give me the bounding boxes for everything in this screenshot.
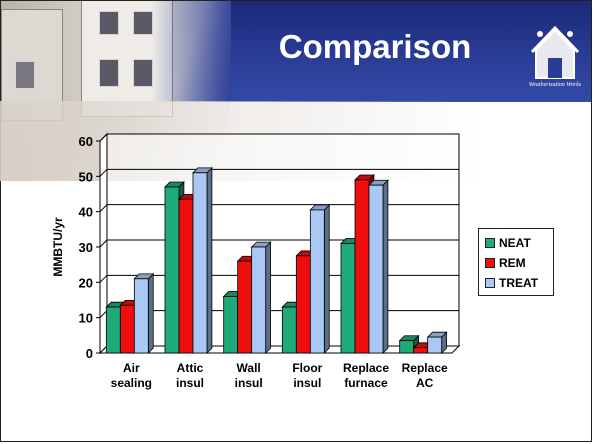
x-tick-label: Floor [292,361,322,375]
bar-neat [281,306,297,354]
legend-swatch [485,258,495,268]
x-tick-label: insul [293,376,321,390]
gridline [99,239,459,248]
x-tick-label: AC [416,376,434,390]
logo-caption: Weatherization Works [528,82,582,88]
legend-label: TREAT [499,276,539,290]
x-tick-label: Replace [402,361,448,375]
bar-side [382,179,389,354]
gridline [99,204,459,213]
x-tick-label: furnace [344,376,388,390]
bar-treat [309,209,325,354]
bar-side [323,204,330,354]
bar-rem [295,255,311,354]
y-tick-label: 10 [79,311,93,326]
bar-rem [237,260,253,354]
bar-neat [399,340,415,354]
x-tick-label: Replace [343,361,389,375]
bar-rem [354,179,370,354]
x-tick-label: Wall [237,361,261,375]
legend-item: TREAT [485,275,538,291]
legend-swatch [485,238,495,248]
x-tick-label: sealing [111,376,152,390]
bar-side [206,166,213,354]
x-tick-label: insul [176,376,204,390]
y-axis-label: MMBTU/yr [51,217,65,277]
legend-label: NEAT [499,236,531,250]
y-tick-label: 30 [79,240,93,255]
gridline [99,133,459,142]
y-tick-label: 60 [79,134,93,149]
bar-side [147,272,154,354]
x-tick-label: insul [235,376,263,390]
house-logo-icon [530,25,580,79]
bar-treat [368,184,384,354]
slide-title: Comparison [278,28,472,65]
y-tick-label: 20 [79,275,93,290]
bar-side [265,241,271,354]
bar-rem [413,347,429,354]
y-tick-label: 50 [79,169,93,184]
bar-neat [164,186,180,354]
y-tick-label: 40 [79,205,93,220]
bar-neat [223,296,239,354]
bar-treat [192,172,208,354]
x-tick-label: Air [123,361,140,375]
legend-item: NEAT [485,235,531,251]
bar-rem [119,304,135,354]
legend-item: REM [485,255,526,271]
chart-legend: NEAT REM TREAT [478,228,554,296]
x-tick-label: Attic [177,361,204,375]
gridline [99,168,459,177]
bar-neat [340,243,356,354]
legend-swatch [485,278,495,288]
bar-treat [133,278,149,354]
bar-rem [178,198,194,354]
bar-neat [105,306,121,354]
y-tick-label: 0 [86,346,93,361]
bar-treat [251,246,267,354]
legend-label: REM [499,256,526,270]
bar-treat [427,336,443,354]
